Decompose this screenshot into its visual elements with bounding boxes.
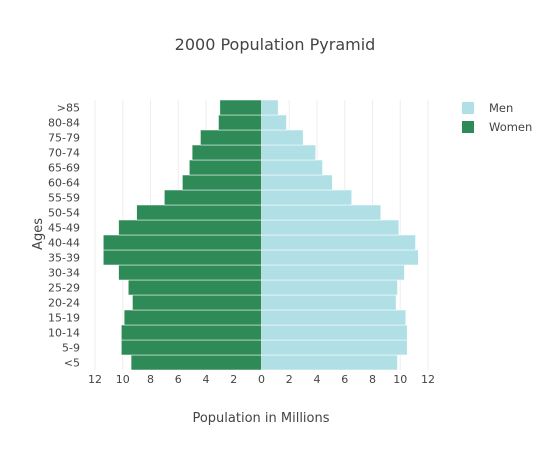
- y-tick-label: 70-74: [48, 147, 80, 160]
- y-tick-label: 15-19: [48, 312, 80, 325]
- y-tick-label: 75-79: [48, 132, 80, 145]
- bar-men: [261, 264, 405, 281]
- y-tick-label: 65-69: [48, 162, 80, 175]
- y-tick-label: 20-24: [48, 297, 80, 310]
- y-axis-title: Ages: [31, 218, 46, 250]
- bar-women: [191, 144, 262, 161]
- bar-men: [261, 354, 398, 371]
- bar-men: [261, 174, 333, 191]
- x-tick-label: 2: [286, 373, 293, 386]
- legend: Men Women: [462, 101, 532, 134]
- y-tick-label: 40-44: [48, 237, 80, 250]
- x-tick-label: 12: [88, 373, 102, 386]
- bar-women: [189, 159, 262, 176]
- bar-women: [121, 324, 262, 341]
- y-axis: <5 5-9 10-14 15-19 20-24 25-29 30-34 35-39 40-44…: [48, 102, 80, 370]
- y-tick-label: 60-64: [48, 177, 80, 190]
- bar-women: [121, 339, 262, 356]
- x-tick-label: 0: [258, 373, 265, 386]
- bar-men: [261, 99, 279, 116]
- bar-women: [123, 309, 262, 326]
- x-tick-label: 10: [393, 373, 407, 386]
- x-tick-label: 2: [230, 373, 237, 386]
- legend-swatch-women: [462, 121, 474, 133]
- bar-women: [132, 294, 262, 311]
- x-tick-label: 8: [369, 373, 376, 386]
- bar-women: [219, 99, 262, 116]
- bar-women: [118, 219, 262, 236]
- bar-men: [261, 114, 287, 131]
- bars-layer: [103, 99, 419, 371]
- y-tick-label: 5-9: [62, 342, 80, 355]
- chart-title: 2000 Population Pyramid: [175, 35, 376, 54]
- bar-men: [261, 279, 398, 296]
- x-tick-label: 4: [314, 373, 321, 386]
- bar-women: [136, 204, 262, 221]
- bar-men: [261, 144, 316, 161]
- x-tick-label: 12: [421, 373, 435, 386]
- x-tick-label: 4: [203, 373, 210, 386]
- bar-women: [103, 234, 262, 251]
- bar-women: [218, 114, 262, 131]
- y-tick-label: 35-39: [48, 252, 80, 265]
- y-tick-label: <5: [64, 357, 80, 370]
- y-tick-label: 55-59: [48, 192, 80, 205]
- bar-men: [261, 294, 397, 311]
- y-tick-label: 25-29: [48, 282, 80, 295]
- x-tick-label: 8: [147, 373, 154, 386]
- bar-men: [261, 219, 400, 236]
- bar-women: [130, 354, 262, 371]
- bar-women: [164, 189, 262, 206]
- x-axis: 12 10 8 6 4 2 0 2 4 6 8 10 12: [88, 373, 435, 386]
- legend-label-men[interactable]: Men: [489, 101, 513, 115]
- y-tick-label: 30-34: [48, 267, 80, 280]
- x-tick-label: 6: [341, 373, 348, 386]
- bar-men: [261, 159, 323, 176]
- legend-label-women[interactable]: Women: [489, 120, 532, 134]
- bar-men: [261, 204, 382, 221]
- y-tick-label: 80-84: [48, 117, 80, 130]
- y-tick-label: >85: [57, 102, 80, 115]
- bar-men: [261, 324, 408, 341]
- bar-women: [128, 279, 262, 296]
- bar-men: [261, 189, 352, 206]
- x-tick-label: 6: [175, 373, 182, 386]
- y-tick-label: 45-49: [48, 222, 80, 235]
- bar-women: [182, 174, 262, 191]
- bar-men: [261, 234, 416, 251]
- bar-women: [118, 264, 262, 281]
- x-axis-title: Population in Millions: [192, 411, 329, 426]
- y-tick-label: 50-54: [48, 207, 80, 220]
- y-tick-label: 10-14: [48, 327, 80, 340]
- legend-swatch-men: [462, 102, 474, 114]
- bar-men: [261, 339, 408, 356]
- bar-men: [261, 249, 419, 266]
- bar-women: [103, 249, 262, 266]
- x-tick-label: 10: [116, 373, 130, 386]
- bar-men: [261, 309, 407, 326]
- bar-women: [200, 129, 262, 146]
- bar-men: [261, 129, 304, 146]
